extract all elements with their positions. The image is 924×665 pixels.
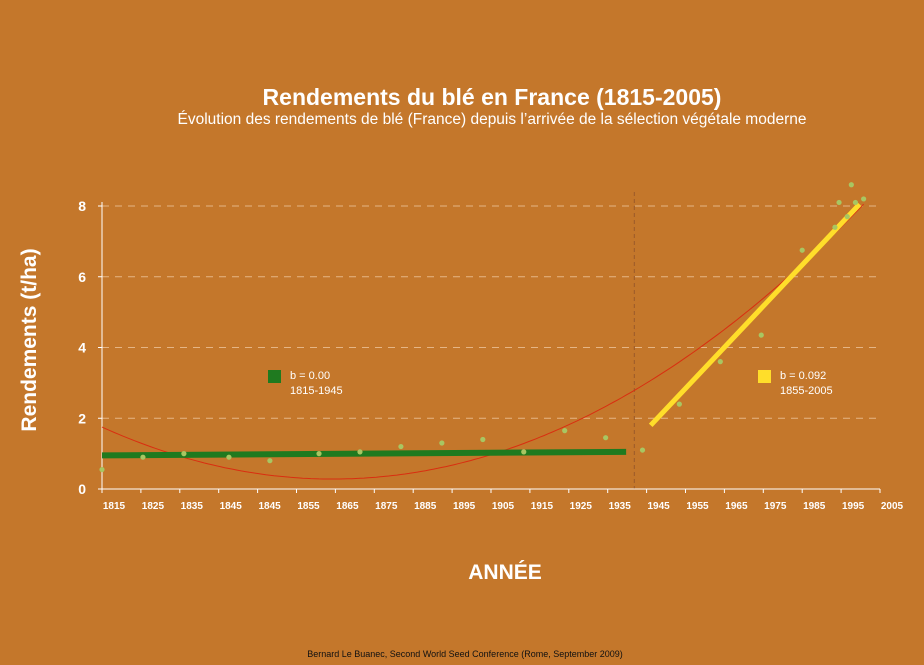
fit-lines	[101, 202, 862, 459]
data-point-5	[316, 451, 322, 457]
x-tick-label-10: 1905	[492, 501, 515, 512]
y-axis-label: Rendements (t/ha)	[18, 248, 41, 431]
source-credit: Bernard Le Buanec, Second World Seed Con…	[307, 649, 623, 659]
data-point-0	[99, 466, 105, 473]
x-tick-label-6: 1865	[336, 501, 359, 512]
polynomial-trend-curve	[101, 203, 864, 480]
data-point-19	[836, 199, 842, 206]
legend-yellow-label: b = 0.092	[780, 370, 826, 382]
x-tick-label-13: 1935	[609, 501, 632, 512]
x-tick-label-9: 1895	[453, 501, 476, 512]
data-point-1	[140, 454, 146, 460]
data-point-18	[832, 224, 838, 230]
legend-green-range: 1815-1945	[290, 385, 343, 397]
x-tick-label-8: 1885	[414, 501, 437, 512]
data-point-4	[267, 458, 273, 464]
data-point-15	[717, 359, 723, 365]
data-points	[99, 182, 867, 473]
x-axis-label: ANNÉE	[468, 561, 542, 584]
legend-green-swatch	[268, 370, 281, 383]
y-tick-label-0: 0	[78, 481, 86, 497]
x-tick-label-14: 1945	[647, 501, 670, 512]
y-tick-label-3: 6	[78, 269, 86, 285]
legend-yellow-range: 1855-2005	[780, 385, 833, 397]
x-tick-label-7: 1875	[375, 501, 398, 512]
x-tick-label-17: 1975	[764, 501, 787, 512]
data-point-20	[844, 214, 850, 220]
legend-yellow-swatch	[758, 370, 771, 383]
x-tick-label-15: 1955	[686, 501, 709, 512]
data-point-13	[639, 447, 646, 453]
data-point-12	[603, 435, 609, 441]
x-tick-label-4: 1845	[258, 501, 281, 512]
x-tick-label-0: 1815	[103, 501, 126, 512]
x-tick-label-19: 1995	[842, 501, 865, 512]
y-tick-labels: 0 2 4 6 8	[78, 198, 102, 497]
chart-subtitle: Évolution des rendements de blé (France)…	[178, 111, 807, 128]
data-point-9	[480, 436, 486, 443]
data-point-17	[799, 247, 805, 253]
data-point-23	[861, 196, 867, 202]
y-tick-label-1: 2	[78, 410, 86, 426]
data-point-21	[848, 182, 854, 188]
fit-line-0	[101, 448, 627, 459]
x-tick-label-11: 1915	[531, 501, 554, 512]
x-tick-label-16: 1965	[725, 501, 748, 512]
x-tick-label-20: 2005	[881, 501, 904, 512]
data-point-7	[398, 443, 404, 450]
x-tick-label-12: 1925	[570, 501, 593, 512]
data-point-11	[562, 428, 568, 434]
x-tick-label-5: 1855	[297, 501, 320, 512]
y-tick-label-2: 4	[78, 340, 86, 356]
data-point-8	[439, 440, 445, 446]
data-point-6	[357, 449, 363, 455]
legend-yellow: b = 0.092 1855-2005	[758, 370, 833, 397]
y-tick-label-4: 8	[78, 198, 86, 214]
data-point-16	[758, 332, 764, 338]
data-point-3	[226, 454, 232, 460]
axes	[101, 202, 880, 490]
data-point-2	[181, 451, 187, 457]
grid-lines	[102, 205, 880, 419]
data-point-14	[676, 401, 682, 407]
data-point-22	[852, 199, 859, 206]
chart-title: Rendements du blé en France (1815-2005)	[263, 84, 722, 110]
x-tick-label-1: 1825	[142, 501, 165, 512]
legend-green-label: b = 0.00	[290, 370, 330, 382]
data-point-10	[521, 449, 527, 455]
x-tick-label-2: 1835	[181, 501, 204, 512]
fit-line-1	[648, 202, 862, 428]
legend-green: b = 0.00 1815-1945	[268, 370, 343, 397]
x-tick-label-3: 1845	[220, 501, 243, 512]
x-tick-labels: 1815 1825 1835 1845 1845 1855 1865 1875 1885 1895…	[101, 489, 904, 512]
x-tick-label-18: 1985	[803, 501, 826, 512]
